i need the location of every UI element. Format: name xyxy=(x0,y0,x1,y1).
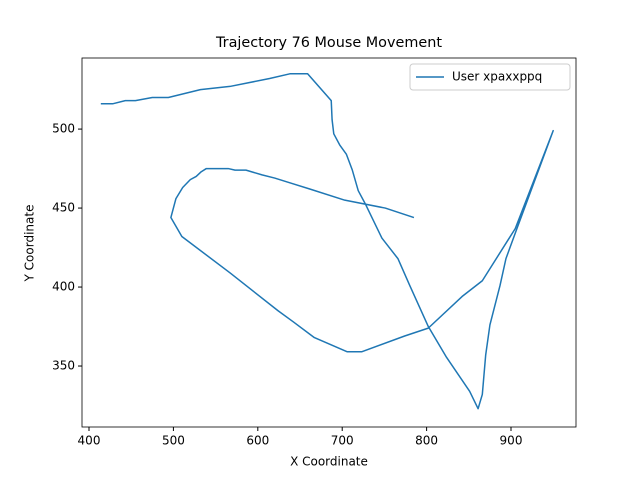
x-tick-label: 600 xyxy=(246,434,269,448)
y-tick-label: 350 xyxy=(52,359,75,373)
x-tick-label: 900 xyxy=(500,434,523,448)
x-axis-label: X Coordinate xyxy=(290,455,368,469)
y-axis-label: Y Coordinate xyxy=(23,205,37,283)
legend-label: User xpaxxppq xyxy=(452,70,542,84)
x-tick-label: 800 xyxy=(415,434,438,448)
x-tick-label: 400 xyxy=(78,434,101,448)
y-tick-label: 400 xyxy=(52,280,75,294)
y-tick-label: 450 xyxy=(52,201,75,215)
plot-frame xyxy=(81,57,577,428)
x-tick-label: 500 xyxy=(162,434,185,448)
chart-title: Trajectory 76 Mouse Movement xyxy=(215,35,442,51)
y-tick-label: 500 xyxy=(52,122,75,136)
line xyxy=(100,73,554,410)
x-tick-label: 700 xyxy=(331,434,354,448)
legend-box xyxy=(409,63,571,91)
